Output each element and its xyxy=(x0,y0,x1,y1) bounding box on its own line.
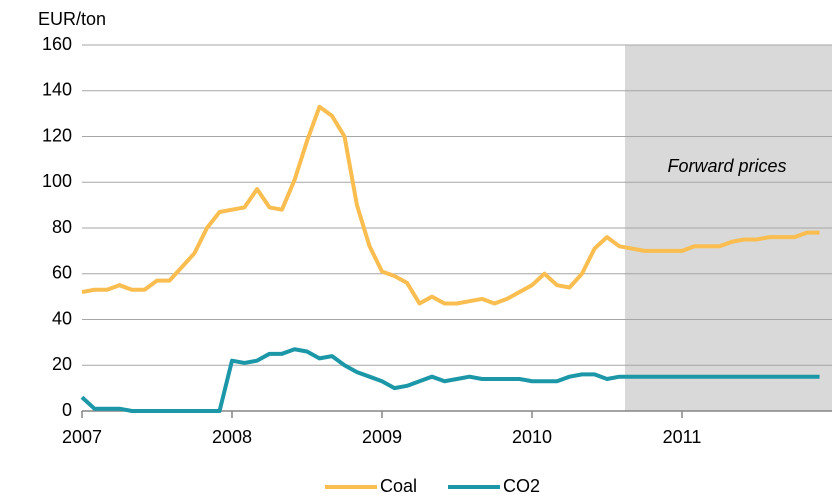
x-tick-label: 2010 xyxy=(512,427,552,447)
legend-label: CO2 xyxy=(503,476,540,496)
x-tick-label: 2011 xyxy=(663,427,702,447)
annotation: Forward prices xyxy=(667,156,786,176)
y-tick-label: 40 xyxy=(52,308,72,328)
x-tick-label: 2009 xyxy=(362,427,402,447)
x-tick-label: 2007 xyxy=(62,427,102,447)
series-line xyxy=(81,104,820,306)
x-tick-label: 2008 xyxy=(212,427,252,447)
y-axis-label: EUR/ton xyxy=(38,9,106,29)
y-tick-label: 60 xyxy=(52,263,72,283)
legend-label: Coal xyxy=(380,476,417,496)
y-tick-label: 120 xyxy=(42,125,72,145)
y-tick-label: 140 xyxy=(42,80,72,100)
y-tick-label: 80 xyxy=(52,217,72,237)
y-tick-label: 160 xyxy=(42,34,72,54)
y-tick-label: 100 xyxy=(42,171,72,191)
y-tick-label: 0 xyxy=(62,400,72,420)
y-tick-label: 20 xyxy=(52,354,72,374)
series-line xyxy=(80,347,820,413)
